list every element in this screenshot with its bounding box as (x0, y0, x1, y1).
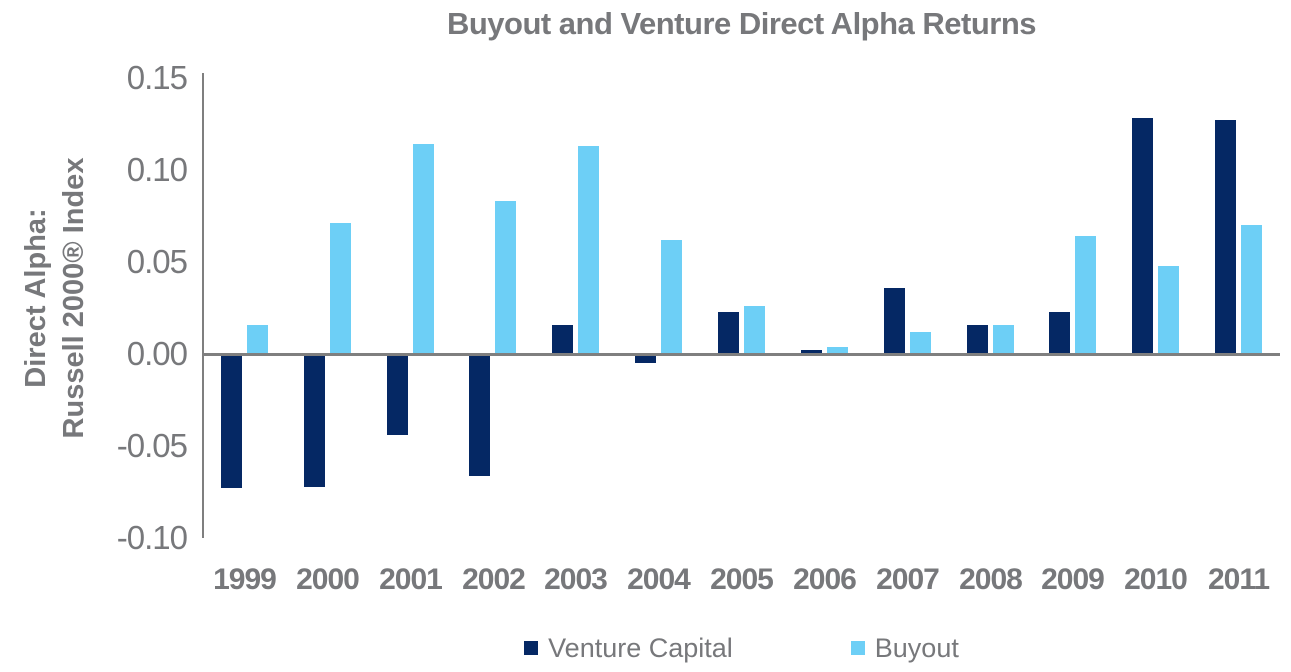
bar-venture-capital-1999 (221, 356, 242, 488)
y-tick-label-0.15: 0.15 (126, 59, 188, 96)
chart-title: Buyout and Venture Direct Alpha Returns (446, 6, 1037, 41)
y-tick-label-0.00: 0.00 (126, 335, 188, 372)
bar-buyout-2006 (827, 347, 848, 354)
bar-venture-capital-2011 (1215, 120, 1236, 354)
y-axis-title: Direct Alpha: Russell 2000® Index (17, 158, 93, 439)
bar-buyout-2008 (993, 325, 1014, 354)
y-tick-label--0.05: -0.05 (116, 427, 188, 464)
bar-venture-capital-2006 (801, 350, 822, 354)
x-axis-label-2002: 2002 (462, 563, 526, 596)
plot-area (203, 78, 1280, 538)
x-axis-label-2008: 2008 (959, 563, 1023, 596)
x-axis-label-2000: 2000 (296, 563, 360, 596)
x-axis-label-2011: 2011 (1207, 563, 1270, 596)
bar-buyout-2005 (744, 306, 765, 354)
bar-venture-capital-2004 (635, 356, 656, 363)
bar-buyout-2011 (1241, 225, 1262, 354)
legend-swatch-buyout (850, 641, 865, 655)
bar-venture-capital-2007 (884, 288, 905, 354)
legend: Venture Capital Buyout (203, 630, 1280, 666)
legend-label-buyout: Buyout (874, 633, 959, 663)
x-axis-label-2003: 2003 (544, 563, 608, 596)
bar-buyout-2007 (910, 332, 931, 354)
bar-venture-capital-2009 (1049, 312, 1070, 354)
legend-item-buyout: Buyout (850, 633, 959, 663)
x-axis-label-2007: 2007 (876, 563, 940, 596)
y-tick-label-0.05: 0.05 (126, 243, 188, 280)
bar-venture-capital-2010 (1132, 118, 1153, 354)
bar-venture-capital-2002 (469, 356, 490, 476)
x-axis-label-2009: 2009 (1041, 563, 1105, 596)
bar-buyout-2009 (1075, 236, 1096, 354)
x-axis-label-2001: 2001 (379, 563, 443, 596)
x-axis-label-2004: 2004 (627, 563, 691, 596)
bar-buyout-2002 (495, 201, 516, 354)
bar-buyout-2001 (413, 144, 434, 354)
bar-buyout-2003 (578, 146, 599, 354)
legend-swatch-venture-capital (524, 641, 539, 655)
bar-venture-capital-2003 (552, 325, 573, 354)
y-tick-label-0.10: 0.10 (126, 151, 188, 188)
bar-venture-capital-2005 (718, 312, 739, 354)
bar-buyout-2010 (1158, 266, 1179, 354)
bar-venture-capital-2001 (387, 356, 408, 435)
y-tick-label--0.10: -0.10 (116, 519, 188, 556)
y-axis-title-line2: Russell 2000® Index (58, 157, 90, 439)
legend-label-venture-capital: Venture Capital (548, 633, 733, 663)
x-axis-label-2010: 2010 (1124, 563, 1188, 596)
bar-venture-capital-2000 (304, 356, 325, 487)
zero-line (203, 353, 1280, 356)
x-axis-label-2005: 2005 (710, 563, 774, 596)
y-axis-line (202, 73, 204, 538)
bar-buyout-2004 (661, 240, 682, 354)
x-axis-label-2006: 2006 (793, 563, 857, 596)
bar-buyout-1999 (247, 325, 268, 354)
bar-buyout-2000 (330, 223, 351, 354)
x-axis-label-1999: 1999 (213, 563, 277, 596)
bar-venture-capital-2008 (967, 325, 988, 354)
legend-item-venture-capital: Venture Capital (524, 633, 733, 663)
